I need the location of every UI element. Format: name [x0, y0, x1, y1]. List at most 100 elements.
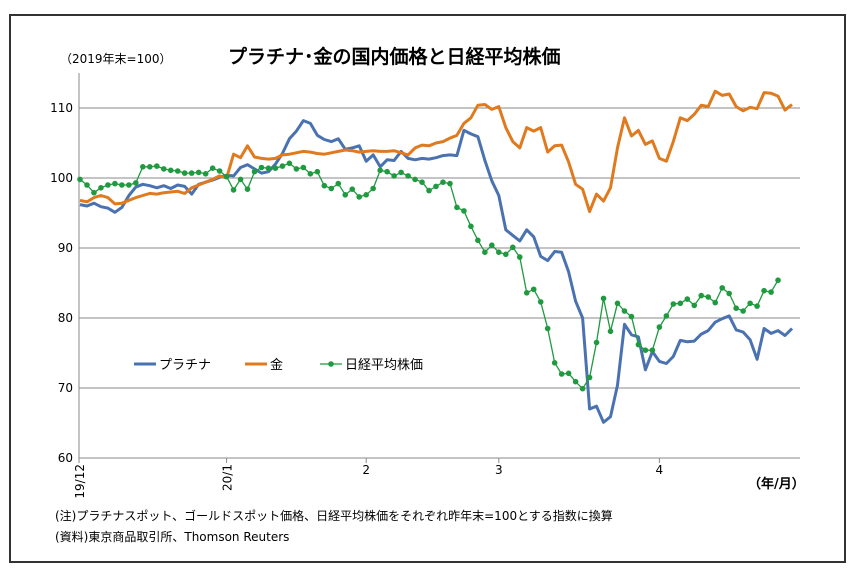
nikkei-point [656, 324, 663, 330]
nikkei-point [335, 180, 342, 187]
nikkei-point [600, 295, 607, 302]
nikkei-point [167, 167, 174, 174]
x-tick-label: 3 [495, 463, 503, 477]
nikkei-point [314, 168, 321, 175]
nikkei-point [621, 308, 628, 314]
nikkei-point [272, 165, 279, 171]
nikkei-point [684, 296, 691, 302]
nikkei-point [286, 160, 293, 167]
x-tick-label: 19/12 [73, 464, 87, 499]
nikkei-point [726, 290, 732, 297]
legend: プラチナ 金 日経平均株価 [134, 357, 423, 373]
nikkei-point [391, 173, 397, 179]
nikkei-point [705, 294, 712, 300]
nikkei-point [188, 170, 195, 176]
nikkei-point [509, 244, 516, 251]
y-tick-label: 80 [58, 311, 73, 325]
nikkei-point [279, 163, 286, 169]
y-tick-label: 100 [50, 171, 73, 185]
x-tick-label: 4 [656, 463, 664, 477]
nikkei-point [447, 180, 453, 187]
nikkei-point [607, 328, 614, 335]
nikkei-point [328, 185, 335, 192]
x-tick-label: 2 [362, 463, 370, 477]
nikkei-point [635, 341, 642, 348]
nikkei-point [719, 285, 725, 291]
nikkei-point [530, 286, 537, 293]
nikkei-point [614, 300, 621, 307]
nikkei-point [398, 169, 404, 176]
series-line-1 [79, 119, 794, 424]
nikkei-point [496, 249, 502, 255]
nikkei-point [642, 347, 649, 354]
nikkei-point [419, 179, 425, 185]
nikkei-point [537, 299, 544, 305]
nikkei-point [181, 170, 188, 176]
nikkei-point [244, 186, 251, 192]
nikkei-point [91, 189, 97, 196]
nikkei-point [119, 182, 125, 188]
nikkei-point [747, 300, 753, 307]
nikkei-point [216, 168, 223, 174]
nikkei-point [363, 192, 369, 198]
nikkei-point [572, 378, 579, 385]
nikkei-point [482, 249, 488, 255]
nikkei-point [691, 302, 698, 309]
nikkei-point [454, 204, 460, 211]
nikkei-point [565, 370, 572, 377]
nikkei-point [586, 374, 593, 381]
nikkei-point [405, 173, 411, 179]
nikkei-point [740, 308, 746, 314]
nikkei-point [147, 164, 153, 170]
nikkei-point [698, 292, 705, 299]
nikkei-point [412, 176, 418, 183]
nikkei-point [768, 289, 774, 295]
y-tick-label: 90 [58, 241, 73, 255]
legend-label: 日経平均株価 [345, 358, 423, 373]
y-axis-ticks: 60 70 80 90 100 110 [50, 101, 73, 465]
nikkei-point [321, 182, 328, 189]
x-tick-label: 20/1 [221, 464, 235, 491]
nikkei-point [440, 179, 446, 185]
nikkei-point [265, 165, 272, 171]
nikkei-point [160, 166, 167, 172]
nikkei-point [475, 237, 481, 244]
nikkei-point [349, 186, 356, 192]
nikkei-point [775, 277, 781, 284]
nikkei-point [202, 171, 209, 177]
nikkei-point [579, 385, 586, 392]
nikkei-point [761, 287, 767, 294]
nikkei-point [258, 164, 265, 171]
nikkei-point [77, 176, 83, 183]
x-unit-label: （年/月） [748, 476, 805, 492]
nikkei-point [342, 192, 349, 198]
legend-label: プラチナ [159, 358, 211, 373]
nikkei-point [593, 339, 600, 346]
nikkei-point [230, 187, 237, 193]
nikkei-point [377, 167, 383, 174]
nikkei-point [112, 180, 118, 187]
nikkei-point [754, 303, 760, 309]
nikkei-point [98, 185, 104, 191]
nikkei-point [649, 347, 656, 354]
nikkei-point [433, 183, 439, 190]
nikkei-point [174, 168, 181, 174]
footnote: (注)プラチナスポット、ゴールドスポット価格、日経平均株価をそれぞれ昨年末=10… [55, 509, 613, 523]
nikkei-point [733, 305, 739, 312]
nikkei-point [126, 182, 132, 188]
nikkei-point [551, 360, 558, 366]
gridlines [78, 73, 800, 459]
nikkei-point [523, 290, 530, 296]
nikkei-point [370, 185, 376, 192]
nikkei-point [153, 163, 160, 169]
series-line-2 [79, 89, 793, 214]
nikkei-point [140, 164, 146, 170]
legend-marker [328, 361, 334, 367]
nikkei-point [503, 251, 509, 258]
nikkei-point [84, 182, 90, 188]
x-axis-ticks: 19/12 20/1 2 3 4 [73, 458, 663, 499]
nikkei-point [712, 299, 719, 306]
nikkei-point [223, 173, 230, 180]
nikkei-point [489, 242, 495, 248]
